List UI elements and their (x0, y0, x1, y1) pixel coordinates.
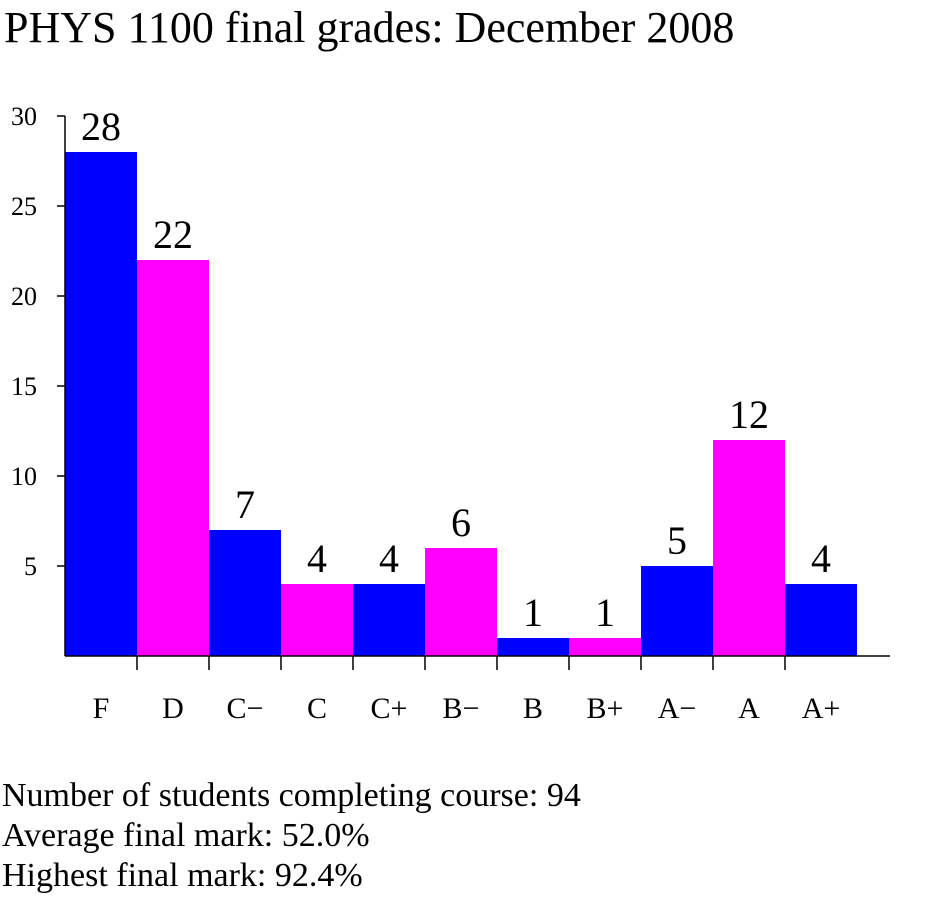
y-tick-label: 5 (24, 552, 37, 581)
bar (425, 548, 497, 656)
y-tick-label: 30 (11, 102, 37, 131)
y-tick-label: 15 (11, 372, 37, 401)
value-label: 5 (667, 518, 687, 563)
bar (497, 638, 569, 656)
bar (137, 260, 209, 656)
bar (641, 566, 713, 656)
x-tick-label: C+ (371, 692, 408, 725)
x-tick-label: B+ (587, 692, 624, 725)
bar (281, 584, 353, 656)
x-tick-label: A− (658, 692, 697, 725)
footnote: Average final mark: 52.0% (2, 817, 370, 854)
value-label: 6 (451, 500, 471, 545)
bar (209, 530, 281, 656)
value-label: 4 (811, 536, 831, 581)
x-tick-label: C− (227, 692, 264, 725)
footnote: Number of students completing course: 94 (2, 777, 581, 814)
value-label: 1 (523, 590, 543, 635)
value-label: 4 (379, 536, 399, 581)
y-tick-label: 10 (11, 462, 37, 491)
value-label: 4 (307, 536, 327, 581)
x-tick-label: B− (443, 692, 480, 725)
bar (569, 638, 641, 656)
y-tick-label: 25 (11, 192, 37, 221)
y-tick-label: 20 (11, 282, 37, 311)
bar (65, 152, 137, 656)
value-label: 22 (153, 212, 193, 257)
value-label: 12 (729, 392, 769, 437)
chart-title: PHYS 1100 final grades: December 2008 (4, 3, 734, 52)
value-label: 1 (595, 590, 615, 635)
x-tick-label: C (307, 692, 327, 725)
bar (353, 584, 425, 656)
value-label: 28 (81, 104, 121, 149)
x-tick-label: A+ (802, 692, 841, 725)
x-tick-label: D (162, 692, 184, 725)
footnote: Highest final mark: 92.4% (2, 857, 363, 894)
x-tick-label: F (93, 692, 110, 725)
bar (713, 440, 785, 656)
bar (785, 584, 857, 656)
x-tick-label: A (738, 692, 760, 725)
value-label: 7 (235, 482, 255, 527)
x-tick-label: B (523, 692, 543, 725)
